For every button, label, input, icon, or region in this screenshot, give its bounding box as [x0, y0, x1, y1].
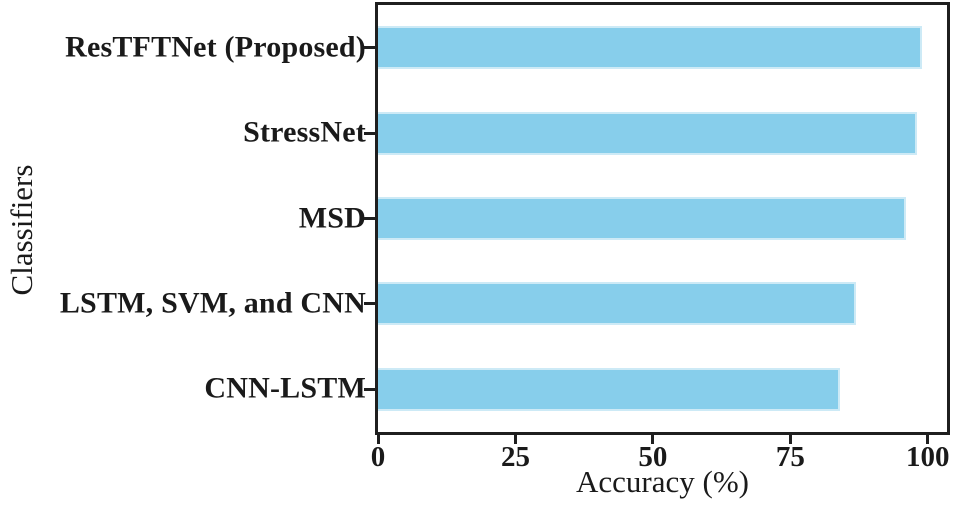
x-tick-label: 0 — [370, 441, 386, 473]
x-tick-mark — [651, 435, 655, 444]
y-axis-label: Classifiers — [4, 164, 39, 296]
x-tick-mark — [513, 435, 517, 444]
category-label: LSTM, SVM, and CNN — [59, 286, 366, 320]
x-tick-mark — [788, 435, 792, 444]
y-tick-mark — [364, 387, 375, 391]
x-tick-label: 75 — [775, 441, 805, 473]
bar — [378, 367, 840, 411]
x-tick-label: 50 — [638, 441, 668, 473]
bar — [378, 26, 923, 70]
y-tick-mark — [364, 46, 375, 50]
x-tick-mark — [376, 435, 380, 444]
x-tick-label: 25 — [500, 441, 530, 473]
category-label: CNN-LSTM — [204, 371, 366, 405]
x-tick-label: 100 — [906, 441, 950, 473]
y-tick-mark — [364, 217, 375, 220]
y-tick-mark — [364, 131, 375, 135]
bar — [378, 282, 857, 326]
x-tick-mark — [926, 435, 930, 444]
y-tick-mark — [364, 302, 375, 306]
category-label: ResTFTNet (Proposed) — [65, 30, 366, 64]
x-axis-label: Accuracy (%) — [576, 464, 749, 499]
plot-area — [375, 2, 950, 435]
category-label: StressNet — [243, 115, 366, 149]
bar — [378, 197, 906, 240]
bar — [378, 111, 917, 155]
category-label: MSD — [298, 200, 366, 234]
